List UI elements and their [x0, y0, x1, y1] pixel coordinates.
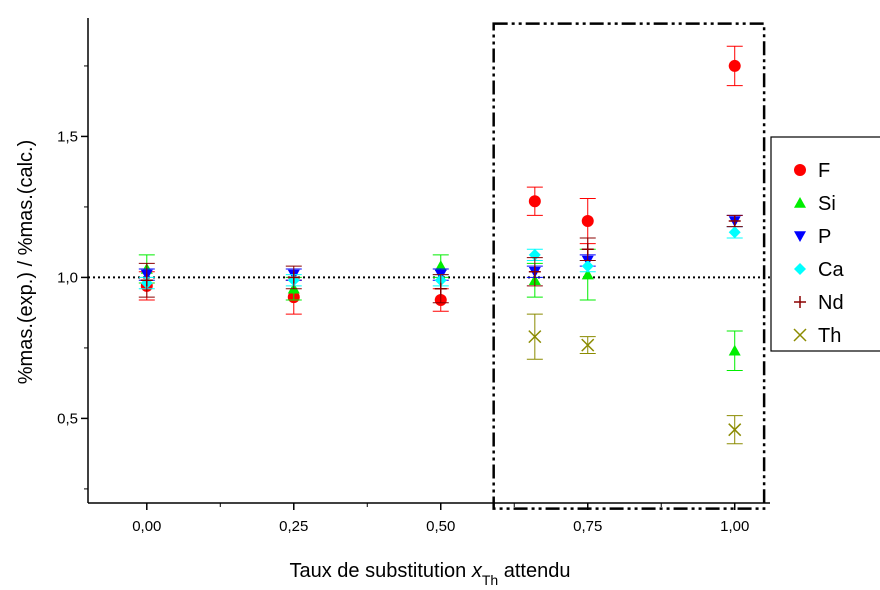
legend: F Si P Ca Nd Th — [770, 136, 880, 352]
data-point — [528, 265, 541, 278]
data-point — [581, 268, 594, 280]
legend-marker-nd — [794, 296, 806, 308]
series-th — [526, 313, 743, 445]
legend-label-nd: Nd — [818, 292, 844, 314]
x-axis-title-tail: attendu — [498, 560, 570, 582]
legend-label-si: Si — [818, 193, 836, 215]
data-point — [581, 260, 594, 273]
legend-marker-ca — [794, 263, 806, 275]
legend-marker-f — [794, 164, 806, 176]
legend-label-f: F — [818, 160, 830, 182]
legend-marker-p — [794, 231, 806, 242]
data-point — [528, 330, 542, 344]
series-p — [138, 214, 743, 281]
data-point — [287, 271, 300, 284]
x-tick-label: 0,50 — [426, 518, 455, 535]
legend-marker-si — [794, 197, 806, 208]
data-point — [581, 338, 595, 352]
y-tick-label: 0,5 — [57, 410, 78, 427]
data-point — [728, 59, 741, 72]
legend-label-th: Th — [818, 325, 841, 347]
legend-label-ca: Ca — [818, 259, 844, 281]
data-point — [434, 282, 447, 295]
data-point — [581, 215, 594, 228]
x-tick-label: 0,25 — [279, 518, 308, 535]
x-axis-title-main: Taux de substitution — [290, 560, 472, 582]
series-nd — [138, 214, 743, 304]
x-axis-title-subscript: Th — [482, 572, 498, 588]
data-point — [140, 274, 153, 287]
data-point — [581, 243, 594, 256]
highlight-box — [492, 22, 766, 510]
data-point — [728, 226, 741, 239]
data-point — [728, 423, 742, 437]
data-point — [728, 344, 741, 356]
data-point — [528, 195, 541, 208]
legend-label-p: P — [818, 226, 831, 248]
x-tick-label: 0,00 — [132, 518, 161, 535]
y-axis-title: %mas.(exp.) / %mas.(calc.) — [15, 140, 37, 384]
plot-area — [88, 22, 770, 510]
data-point — [528, 248, 541, 261]
x-axis-title: Taux de substitution xTh attendu — [290, 560, 571, 588]
y-tick-label: 1,5 — [57, 128, 78, 145]
axes: 0,00 0,25 0,50 0,75 1,00 0,5 1,0 1,5 — [57, 18, 770, 535]
data-point — [434, 260, 447, 271]
legend-marker-th — [793, 328, 807, 342]
x-tick-label: 0,75 — [573, 518, 602, 535]
legend-box — [770, 136, 880, 352]
x-tick-label: 1,00 — [720, 518, 749, 535]
y-tick-label: 1,0 — [57, 269, 78, 286]
data-point — [728, 215, 741, 228]
x-axis-title-variable: x — [471, 560, 483, 582]
